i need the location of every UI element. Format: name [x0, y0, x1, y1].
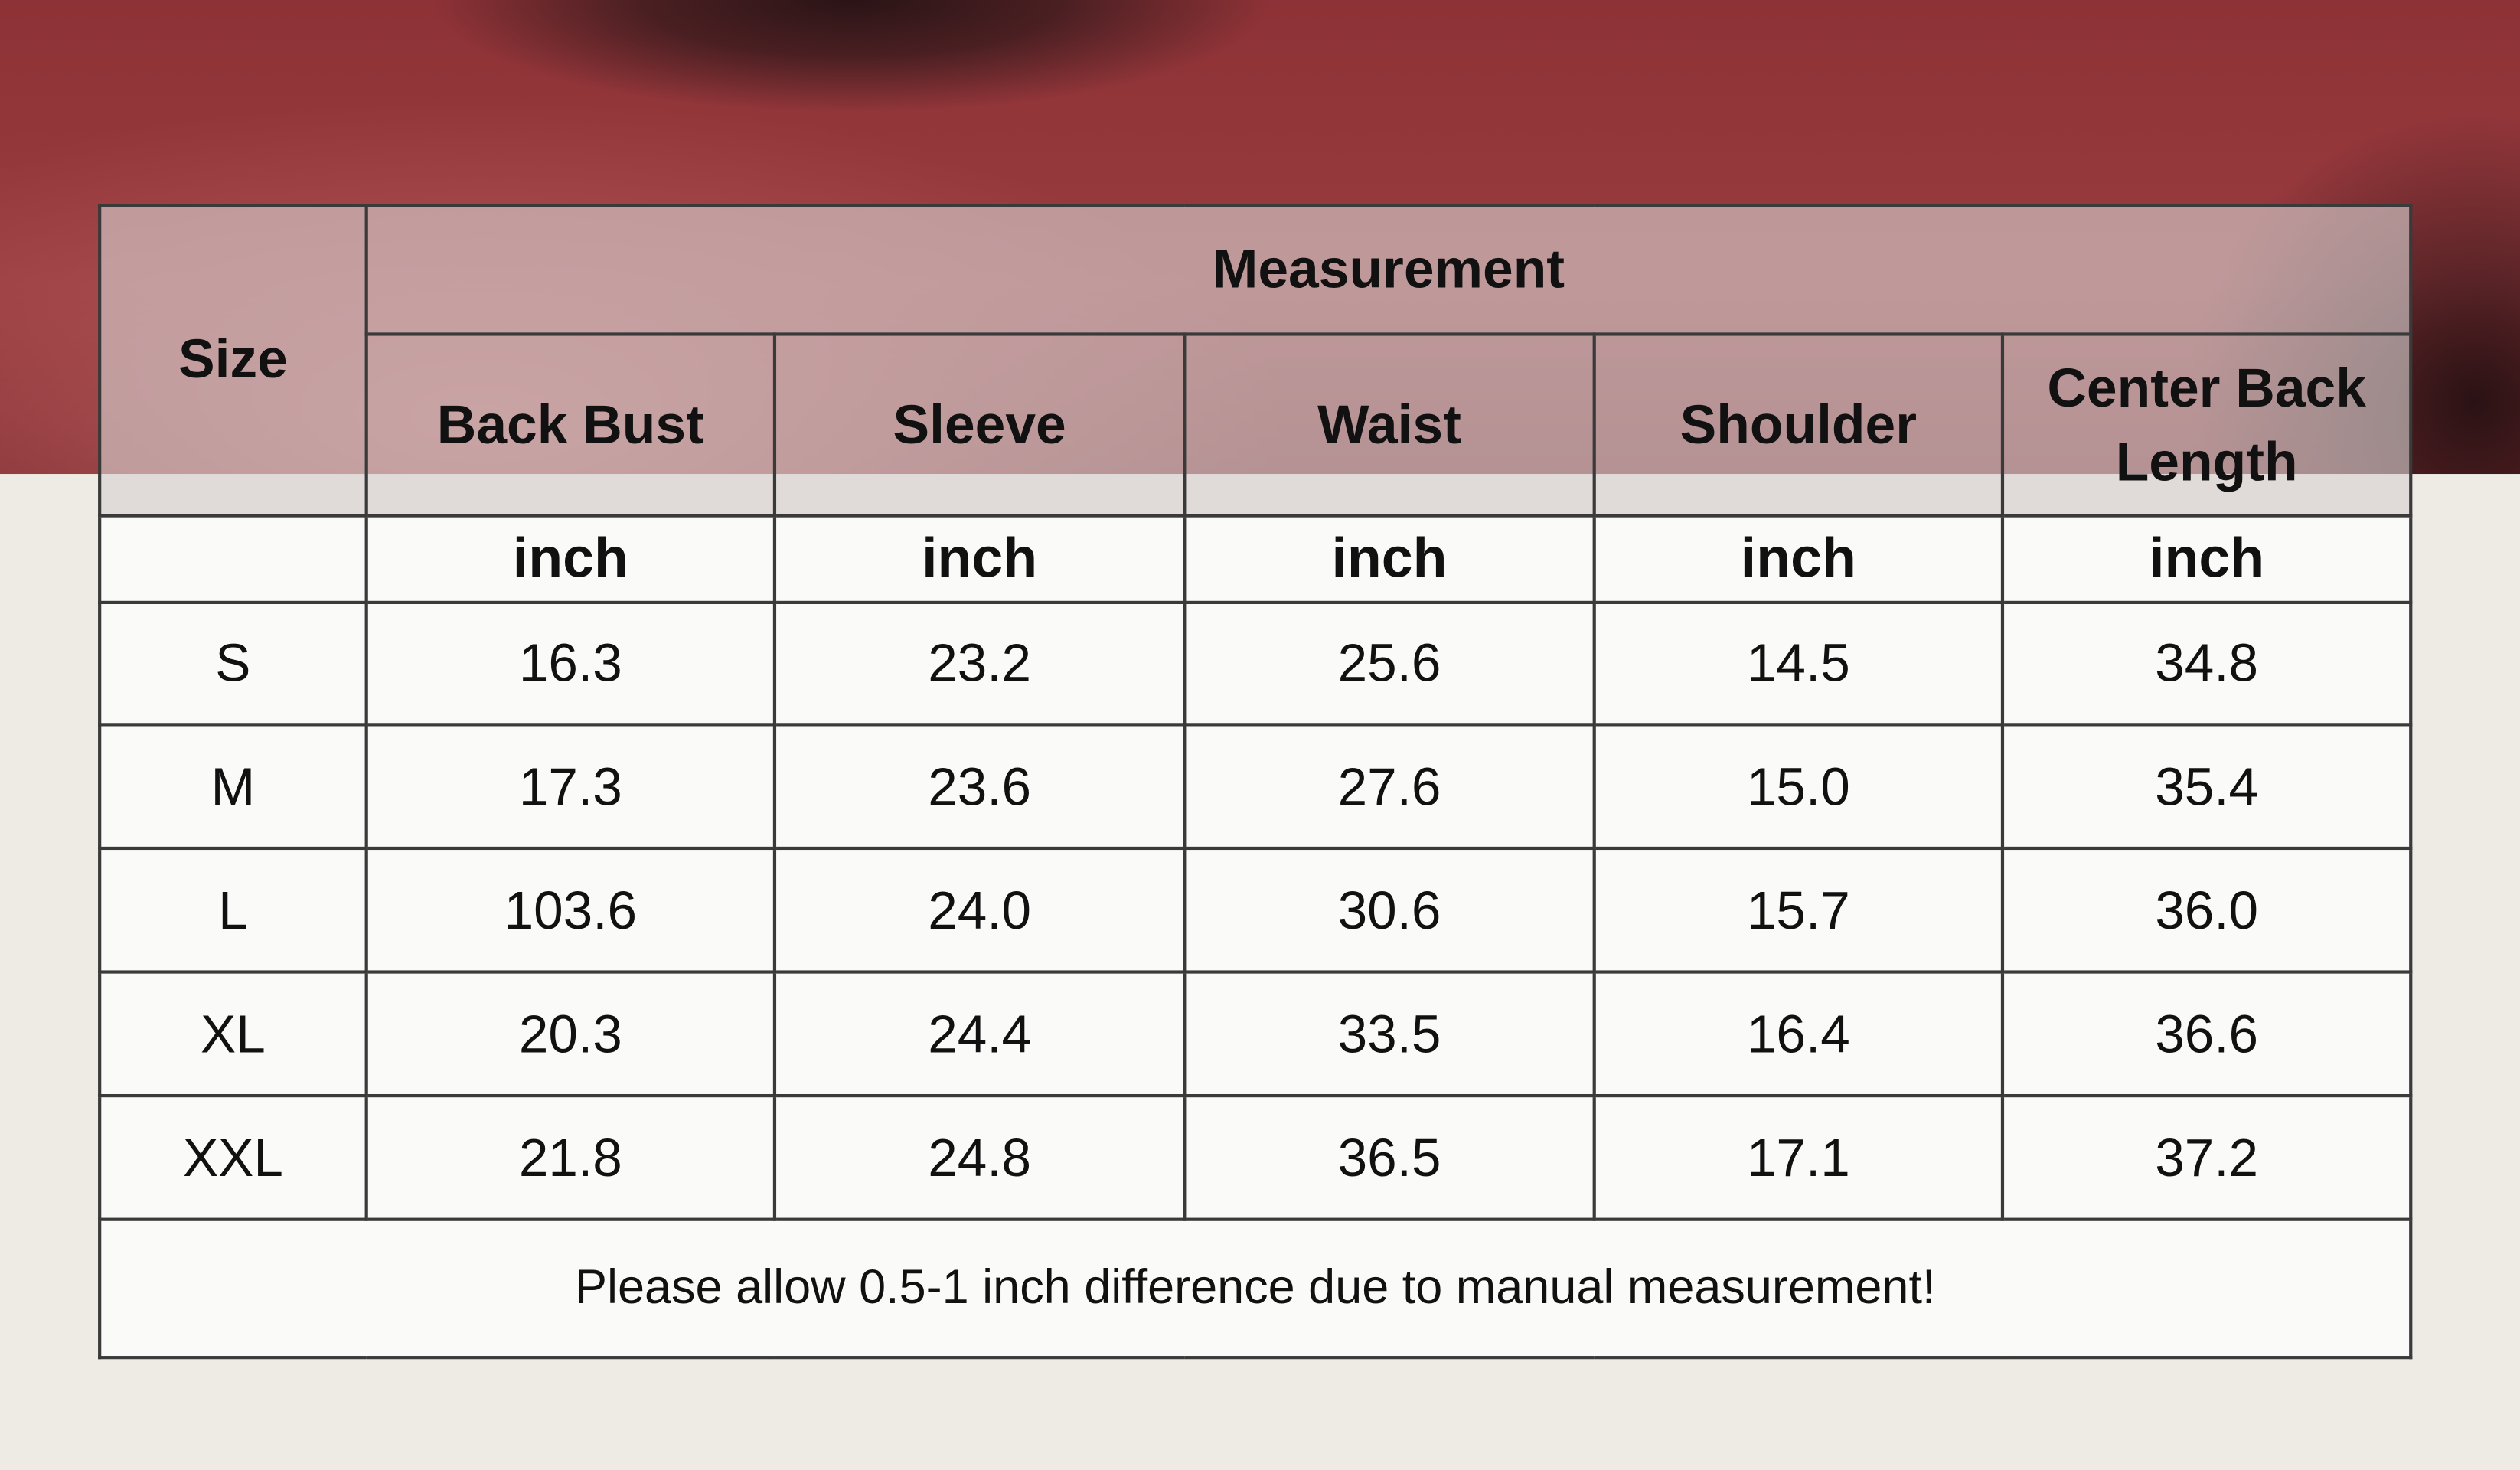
- table-row: XL 20.3 24.4 33.5 16.4 36.6: [98, 970, 2413, 1098]
- column-header: Sleeve: [772, 332, 1187, 518]
- table-row: Back Bust Sleeve Waist Shoulder Center Back …: [100, 332, 2413, 518]
- value-cell: 103.6: [364, 846, 777, 974]
- value-cell: 24.4: [772, 970, 1187, 1098]
- value-cell: 30.6: [1183, 846, 1596, 974]
- value-cell: 35.4: [2000, 723, 2413, 851]
- size-header: Size: [98, 204, 368, 518]
- unit-cell: inch: [1592, 514, 2005, 604]
- column-header: Back Bust: [364, 332, 777, 518]
- value-cell: 15.0: [1592, 723, 2005, 851]
- table-row: Please allow 0.5-1 inch difference due t…: [98, 1217, 2413, 1360]
- unit-blank: [98, 514, 368, 604]
- table-row: S 16.3 23.2 25.6 14.5 34.8: [98, 600, 2413, 727]
- note: Please allow 0.5-1 inch difference due t…: [98, 1217, 2413, 1360]
- value-cell: 20.3: [364, 970, 777, 1098]
- size-cell: XXL: [98, 1094, 368, 1221]
- value-cell: 17.1: [1592, 1094, 2005, 1221]
- table-row: L 103.6 24.0 30.6 15.7 36.0: [98, 846, 2413, 974]
- table-row: inch inch inch inch inch: [98, 514, 2413, 604]
- unit-cell: inch: [364, 514, 777, 604]
- unit-cell: inch: [2000, 514, 2413, 604]
- value-cell: 27.6: [1183, 723, 1596, 851]
- group-header: Measurement: [364, 204, 2413, 336]
- value-cell: 24.0: [772, 846, 1187, 974]
- column-header: Shoulder: [1592, 332, 2005, 518]
- value-cell: 37.2: [2000, 1094, 2413, 1221]
- value-cell: 17.3: [364, 723, 777, 851]
- size-cell: L: [98, 846, 368, 974]
- size-cell: M: [98, 723, 368, 851]
- value-cell: 16.4: [1592, 970, 2005, 1098]
- table-row: M 17.3 23.6 27.6 15.0 35.4: [98, 723, 2413, 851]
- value-cell: 36.5: [1183, 1094, 1596, 1221]
- value-cell: 34.8: [2000, 600, 2413, 727]
- value-cell: 23.6: [772, 723, 1187, 851]
- column-header: Waist: [1183, 332, 1596, 518]
- value-cell: 25.6: [1183, 600, 1596, 727]
- value-cell: 33.5: [1183, 970, 1596, 1098]
- value-cell: 21.8: [364, 1094, 777, 1221]
- value-cell: 16.3: [364, 600, 777, 727]
- value-cell: 36.0: [2000, 846, 2413, 974]
- column-header: Center Back Length: [2000, 332, 2413, 518]
- value-cell: 23.2: [772, 600, 1187, 727]
- value-cell: 14.5: [1592, 600, 2005, 727]
- unit-cell: inch: [1183, 514, 1596, 604]
- table-row: XXL 21.8 24.8 36.5 17.1 37.2: [98, 1094, 2413, 1221]
- size-cell: S: [98, 600, 368, 727]
- value-cell: 36.6: [2000, 970, 2413, 1098]
- unit-cell: inch: [772, 514, 1187, 604]
- value-cell: 24.8: [772, 1094, 1187, 1221]
- table-row: Size Measurement: [98, 204, 2413, 518]
- value-cell: 15.7: [1592, 846, 2005, 974]
- size-table: Size Measurement Back Bust Sleeve Waist Shoul…: [98, 204, 2413, 1360]
- size-cell: XL: [98, 970, 368, 1098]
